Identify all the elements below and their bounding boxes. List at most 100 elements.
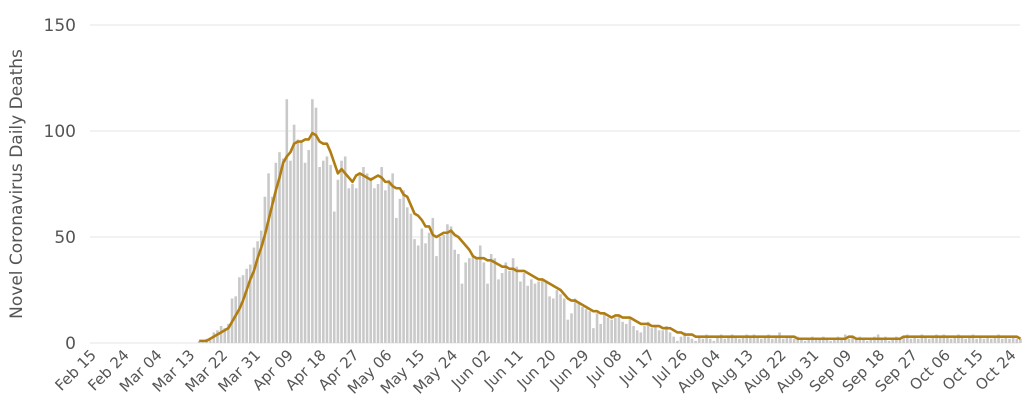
bar bbox=[708, 338, 712, 343]
bar bbox=[913, 336, 916, 343]
bar bbox=[570, 313, 573, 343]
bar bbox=[551, 298, 555, 343]
bar bbox=[468, 258, 471, 343]
bar bbox=[916, 338, 920, 343]
bar bbox=[427, 232, 431, 343]
bar bbox=[767, 334, 770, 343]
bar bbox=[405, 207, 409, 343]
y-tick-label: 0 bbox=[65, 334, 76, 354]
bar bbox=[840, 338, 843, 343]
bar bbox=[325, 156, 329, 343]
bar bbox=[734, 336, 738, 343]
bar bbox=[464, 262, 467, 343]
bar bbox=[482, 262, 486, 343]
bar bbox=[964, 338, 967, 343]
bar bbox=[548, 296, 551, 343]
bar bbox=[263, 196, 267, 343]
bar bbox=[745, 334, 748, 343]
x-tick-label: Jul 17 bbox=[615, 346, 658, 389]
bar bbox=[665, 326, 668, 343]
bar bbox=[997, 334, 1000, 343]
bar bbox=[829, 340, 832, 343]
bar bbox=[208, 338, 212, 343]
bar bbox=[738, 338, 741, 343]
bar bbox=[241, 275, 245, 343]
bar bbox=[756, 336, 759, 343]
bar bbox=[292, 124, 296, 343]
bar bbox=[646, 321, 650, 343]
bar bbox=[387, 179, 391, 343]
bar bbox=[318, 167, 321, 343]
bar bbox=[953, 336, 957, 343]
bar bbox=[1011, 336, 1015, 343]
bar bbox=[592, 328, 595, 343]
bar bbox=[957, 334, 960, 343]
bar bbox=[300, 141, 303, 343]
bar bbox=[679, 336, 683, 343]
bar bbox=[624, 323, 628, 343]
bar bbox=[800, 338, 803, 343]
bar bbox=[924, 336, 927, 343]
bar bbox=[395, 217, 398, 343]
bar bbox=[431, 217, 435, 343]
bar bbox=[730, 334, 734, 343]
bar bbox=[234, 296, 237, 343]
bar bbox=[723, 338, 727, 343]
bar bbox=[256, 241, 259, 343]
bar bbox=[697, 336, 701, 343]
bar bbox=[413, 239, 416, 343]
bar bbox=[946, 336, 949, 343]
bar bbox=[763, 336, 767, 343]
bar bbox=[453, 249, 456, 343]
bar bbox=[851, 336, 854, 343]
bar bbox=[949, 338, 953, 343]
bar bbox=[833, 338, 836, 343]
bar bbox=[219, 326, 223, 343]
bar bbox=[409, 213, 413, 343]
bar bbox=[906, 334, 909, 343]
bar bbox=[643, 326, 646, 343]
bar bbox=[475, 258, 478, 343]
bar bbox=[522, 273, 526, 343]
bar bbox=[716, 336, 719, 343]
bar bbox=[760, 338, 763, 343]
bar bbox=[603, 313, 606, 343]
bar bbox=[785, 336, 789, 343]
bar bbox=[285, 99, 289, 343]
bar bbox=[460, 283, 464, 343]
bar bbox=[902, 336, 905, 343]
bar bbox=[259, 230, 263, 343]
bar bbox=[249, 264, 252, 343]
bar bbox=[628, 317, 632, 343]
bar bbox=[683, 332, 686, 343]
bar bbox=[719, 334, 723, 343]
x-tick-label: Jul 08 bbox=[582, 346, 625, 389]
bar bbox=[982, 338, 986, 343]
bar bbox=[566, 319, 570, 343]
bar bbox=[862, 338, 865, 343]
bar bbox=[749, 336, 752, 343]
bar bbox=[1000, 338, 1004, 343]
bar bbox=[971, 334, 975, 343]
bar bbox=[245, 268, 248, 343]
bar bbox=[511, 258, 515, 343]
bar bbox=[562, 298, 566, 343]
bar bbox=[599, 323, 602, 343]
bar bbox=[650, 328, 654, 343]
bar bbox=[606, 317, 610, 343]
bar bbox=[639, 332, 643, 343]
bar bbox=[438, 237, 442, 343]
bar bbox=[281, 158, 285, 343]
bar bbox=[252, 247, 256, 343]
bar bbox=[635, 330, 639, 343]
bar bbox=[935, 334, 938, 343]
bar bbox=[909, 338, 913, 343]
bar bbox=[781, 338, 785, 343]
bar bbox=[486, 283, 489, 343]
bar bbox=[504, 262, 508, 343]
bar bbox=[526, 285, 529, 343]
bar bbox=[435, 256, 438, 343]
bar bbox=[942, 334, 946, 343]
bar bbox=[442, 234, 446, 343]
